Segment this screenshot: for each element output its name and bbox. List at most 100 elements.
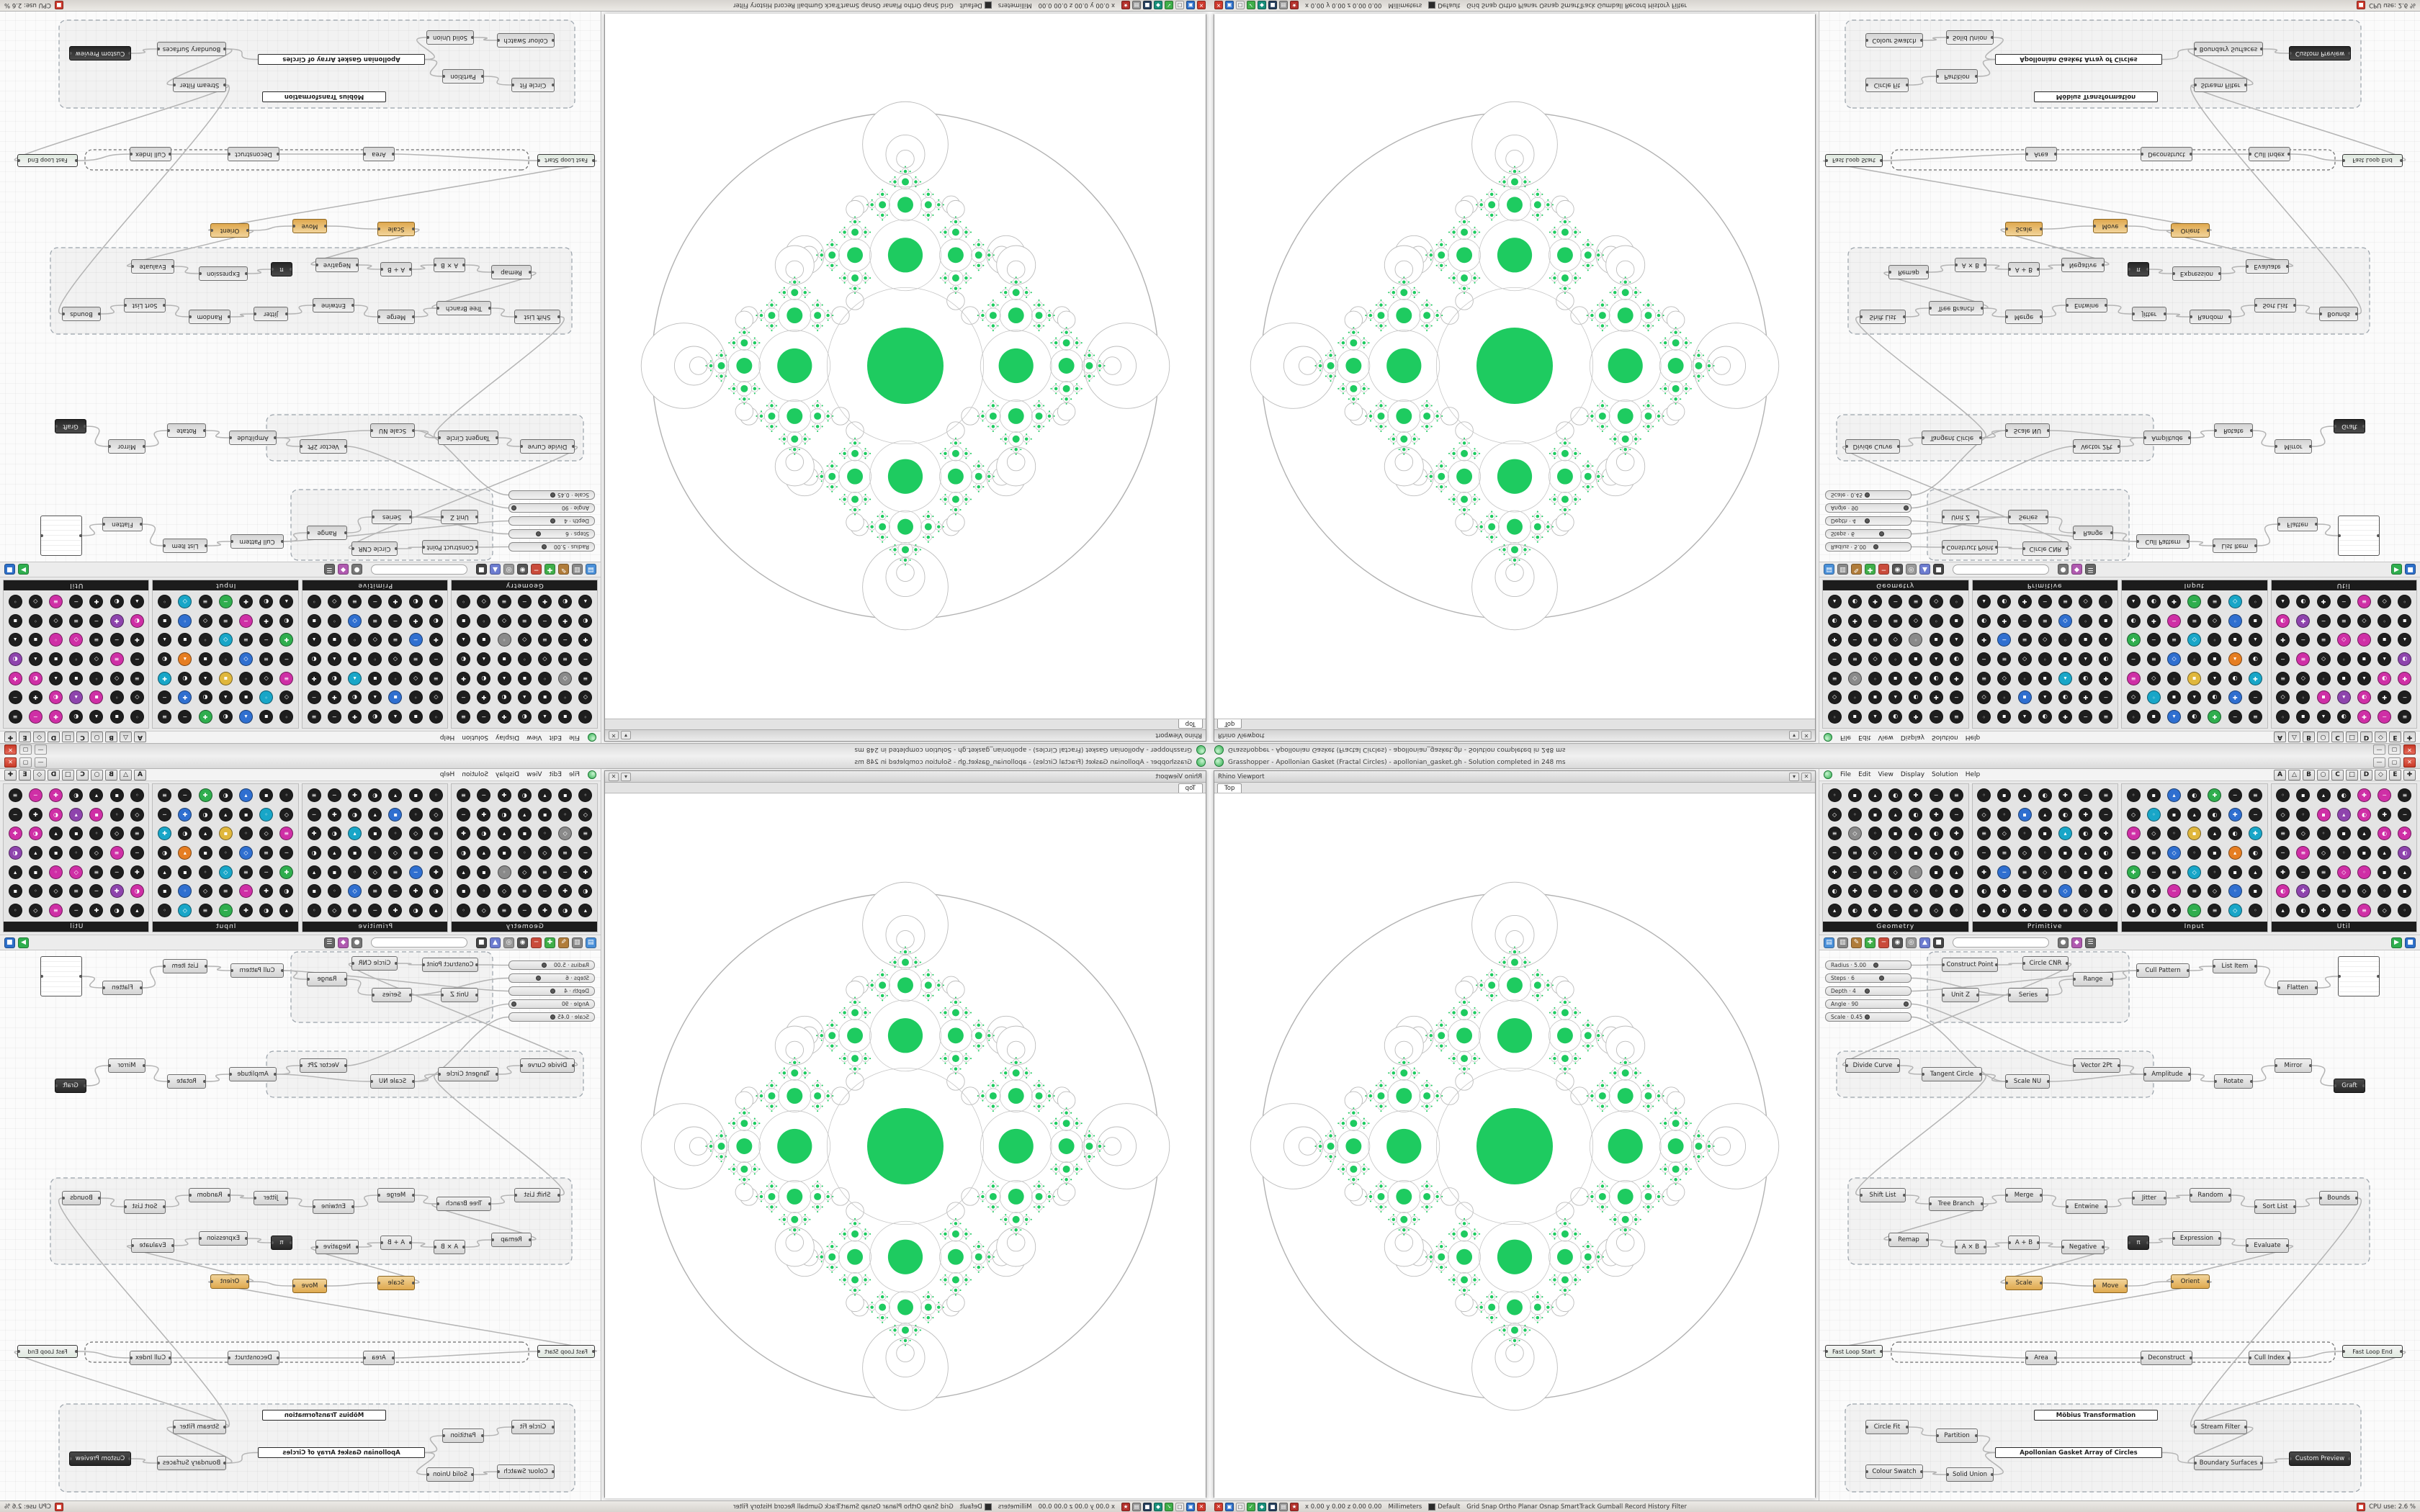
component-icon[interactable]: ◇ bbox=[517, 633, 532, 647]
component-icon[interactable]: ─ bbox=[1929, 710, 1943, 724]
component-icon[interactable]: ≡ bbox=[49, 594, 63, 608]
component-icon[interactable]: ≡ bbox=[8, 788, 22, 802]
component-icon[interactable]: ≡ bbox=[1909, 594, 1923, 608]
component-icon[interactable]: ◦ bbox=[1888, 652, 1903, 667]
component-icon[interactable]: ≡ bbox=[2398, 710, 2412, 724]
category-tab-5[interactable]: □ bbox=[2346, 732, 2358, 743]
component-icon[interactable]: ─ bbox=[279, 652, 294, 667]
component-icon[interactable]: ◐ bbox=[307, 652, 321, 667]
gh-node[interactable]: Unit Z bbox=[441, 510, 478, 524]
component-icon[interactable]: ≡ bbox=[348, 904, 362, 918]
gh-node[interactable]: Rotate bbox=[167, 1074, 206, 1089]
component-icon[interactable]: ✚ bbox=[198, 710, 212, 724]
component-icon[interactable]: ▴ bbox=[578, 904, 593, 918]
component-icon[interactable]: ◦ bbox=[2167, 827, 2182, 841]
component-icon[interactable]: ◦ bbox=[2099, 904, 2113, 918]
component-icon[interactable]: ─ bbox=[327, 788, 341, 802]
component-icon[interactable]: ◇ bbox=[2316, 845, 2331, 860]
component-icon[interactable]: ✚ bbox=[388, 594, 403, 608]
restore-button[interactable]: ▢ bbox=[19, 757, 32, 768]
component-icon[interactable]: ◐ bbox=[218, 788, 233, 802]
component-icon[interactable]: ◐ bbox=[497, 690, 511, 705]
component-icon[interactable]: ◦ bbox=[238, 671, 253, 685]
component-icon[interactable]: ◇ bbox=[578, 690, 593, 705]
component-icon[interactable]: ≡ bbox=[537, 865, 552, 879]
menu-solution[interactable]: Solution bbox=[1932, 734, 1958, 741]
component-icon[interactable]: ≡ bbox=[537, 633, 552, 647]
component-icon[interactable]: ◦ bbox=[1909, 633, 1923, 647]
component-icon[interactable]: ◦ bbox=[8, 594, 22, 608]
gh-node[interactable]: Merge bbox=[2005, 310, 2043, 324]
record-icon[interactable]: ■ bbox=[54, 1502, 63, 1511]
component-icon[interactable]: ◦ bbox=[348, 633, 362, 647]
app-dark[interactable]: ■ bbox=[1143, 1, 1152, 10]
menu-view[interactable]: View bbox=[1878, 734, 1894, 741]
component-icon[interactable]: ─ bbox=[218, 904, 233, 918]
component-icon[interactable]: ◐ bbox=[2099, 845, 2113, 860]
component-icon[interactable]: ◐ bbox=[109, 904, 124, 918]
component-icon[interactable]: ◦ bbox=[2378, 613, 2392, 628]
component-icon[interactable]: ✚ bbox=[158, 827, 172, 841]
gh-node[interactable]: Circle Fit bbox=[511, 1420, 555, 1434]
group-icon[interactable]: ■ bbox=[476, 564, 487, 575]
status-toggles[interactable]: Grid Snap Ortho Planar Osnap SmartTrack … bbox=[732, 1503, 954, 1511]
component-icon[interactable]: ▴ bbox=[2167, 710, 2182, 724]
component-icon[interactable]: ≡ bbox=[218, 884, 233, 899]
gh-node[interactable]: Tangent Circle bbox=[438, 431, 498, 445]
component-icon[interactable]: ▴ bbox=[1827, 904, 1842, 918]
component-icon[interactable]: ✚ bbox=[1909, 710, 1923, 724]
component-icon[interactable]: ◦ bbox=[69, 652, 84, 667]
component-icon[interactable]: ◇ bbox=[2058, 613, 2072, 628]
component-icon[interactable]: ▪ bbox=[2248, 884, 2262, 899]
viewport-menu-button[interactable]: ▾ bbox=[621, 731, 631, 740]
gh-node[interactable]: Fast Loop End bbox=[17, 1345, 78, 1358]
component-icon[interactable]: ◇ bbox=[178, 594, 192, 608]
component-icon[interactable]: ◦ bbox=[28, 613, 42, 628]
component-icon[interactable]: ▪ bbox=[2398, 884, 2412, 899]
component-icon[interactable]: ✚ bbox=[49, 710, 63, 724]
component-icon[interactable]: ◇ bbox=[2316, 652, 2331, 667]
component-icon[interactable]: ▴ bbox=[2398, 633, 2412, 647]
component-icon[interactable]: ▴ bbox=[2316, 710, 2331, 724]
menu-view[interactable]: View bbox=[1878, 771, 1894, 778]
component-icon[interactable]: ─ bbox=[1977, 652, 1991, 667]
component-icon[interactable]: ─ bbox=[537, 884, 552, 899]
gh-node[interactable]: Area bbox=[2025, 147, 2057, 161]
component-icon[interactable]: ▪ bbox=[2038, 827, 2052, 841]
component-icon[interactable]: ◇ bbox=[2296, 671, 2311, 685]
menu-help[interactable]: Help bbox=[1965, 771, 1981, 778]
frame-icon[interactable]: ◎ bbox=[503, 937, 514, 948]
component-icon[interactable]: ◦ bbox=[2296, 807, 2311, 822]
category-tab-4[interactable]: C bbox=[76, 769, 89, 780]
gh-node[interactable]: Flatten bbox=[102, 517, 143, 531]
component-icon[interactable]: ≡ bbox=[130, 671, 144, 685]
viewport-close-button[interactable]: ✕ bbox=[609, 731, 619, 740]
component-icon[interactable]: ◦ bbox=[2378, 884, 2392, 899]
component-icon[interactable]: ◇ bbox=[517, 865, 532, 879]
component-icon[interactable]: ≡ bbox=[1847, 845, 1862, 860]
component-icon[interactable]: ◇ bbox=[1847, 671, 1862, 685]
component-icon[interactable]: ▪ bbox=[238, 690, 253, 705]
component-icon[interactable]: ✚ bbox=[1868, 904, 1883, 918]
sketch-icon[interactable]: ▲ bbox=[490, 564, 501, 575]
app-grid[interactable]: ▤ bbox=[1132, 1502, 1141, 1511]
component-icon[interactable]: ◐ bbox=[2378, 827, 2392, 841]
component-icon[interactable]: ▪ bbox=[2099, 613, 2113, 628]
category-tab-7[interactable]: ◇ bbox=[2375, 769, 2387, 780]
component-icon[interactable]: ◇ bbox=[348, 613, 362, 628]
component-icon[interactable]: ◇ bbox=[2038, 865, 2052, 879]
component-icon[interactable]: ≡ bbox=[279, 671, 294, 685]
app-files[interactable]: ▣ bbox=[1186, 1, 1195, 10]
viewport-canvas[interactable] bbox=[1214, 14, 1815, 719]
component-icon[interactable]: ◦ bbox=[348, 865, 362, 879]
component-icon[interactable]: ◦ bbox=[2187, 652, 2202, 667]
component-icon[interactable]: ✚ bbox=[2357, 788, 2371, 802]
component-icon[interactable]: ≡ bbox=[2126, 827, 2141, 841]
component-icon[interactable]: ◦ bbox=[388, 671, 403, 685]
gh-node[interactable]: Graft bbox=[55, 1079, 86, 1093]
component-icon[interactable]: ◐ bbox=[2357, 690, 2371, 705]
component-icon[interactable]: ◐ bbox=[259, 594, 274, 608]
gh-node[interactable]: Range bbox=[2073, 526, 2113, 540]
component-icon[interactable]: ─ bbox=[238, 884, 253, 899]
gh-node[interactable]: Entwine bbox=[2066, 298, 2107, 312]
